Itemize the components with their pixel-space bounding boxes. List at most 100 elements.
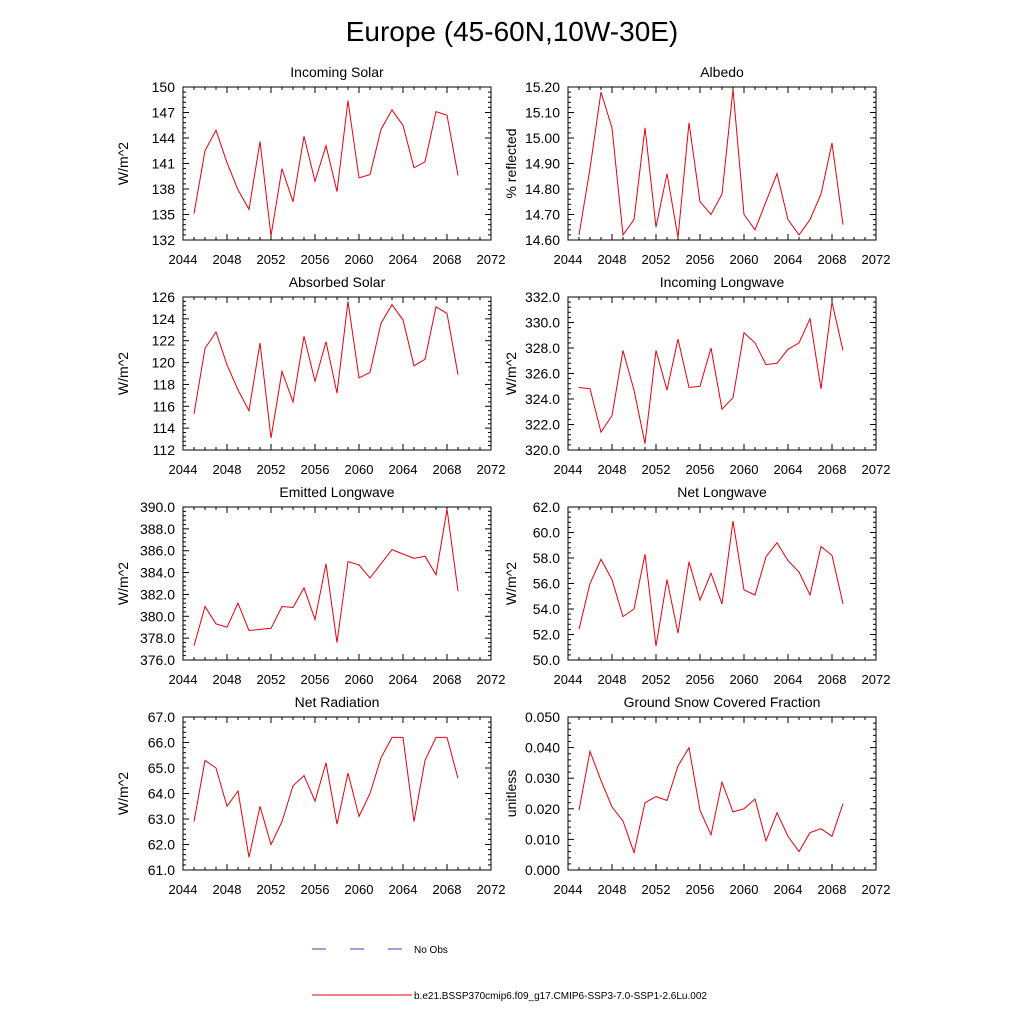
x-tick-label: 2072 (862, 252, 891, 267)
x-tick-label: 2072 (477, 672, 506, 687)
y-tick-label: 58.0 (533, 550, 560, 566)
x-tick-label: 2052 (257, 882, 286, 897)
x-tick-label: 2048 (213, 672, 242, 687)
x-tick-label: 2068 (818, 882, 847, 897)
y-axis-label: W/m^2 (115, 562, 131, 605)
x-tick-label: 2060 (730, 882, 759, 897)
series-line (578, 746, 844, 855)
panel-6: Net Radiation W/m^2 2044 2048 2052 2056 2060 20… (115, 694, 505, 897)
x-tick-label: 2068 (818, 462, 847, 477)
y-axis-label: W/m^2 (503, 352, 519, 395)
x-tick-label: 2044 (554, 252, 583, 267)
series-line (193, 301, 459, 439)
x-tick-label: 2072 (477, 252, 506, 267)
x-tick-label: 2048 (598, 672, 627, 687)
x-tick-label: 2044 (554, 882, 583, 897)
y-tick-label: 320.0 (525, 442, 560, 458)
y-tick-label: 120 (152, 355, 176, 371)
x-tick-label: 2072 (477, 882, 506, 897)
x-tick-label: 2052 (642, 882, 671, 897)
y-tick-label: 122 (152, 333, 176, 349)
y-tick-label: 63.0 (148, 811, 175, 827)
y-tick-label: 66.0 (148, 735, 175, 751)
x-tick-label: 2060 (345, 252, 374, 267)
legend: No Obs b.e21.BSSP370cmip6.f09_g17.CMIP6-… (312, 945, 707, 1002)
x-tick-label: 2048 (213, 882, 242, 897)
legend-model-label: b.e21.BSSP370cmip6.f09_g17.CMIP6-SSP3-7.… (414, 991, 707, 1002)
y-axis-label: W/m^2 (115, 352, 131, 395)
x-tick-label: 2064 (774, 882, 803, 897)
x-tick-label: 2064 (389, 882, 418, 897)
y-axis-label: W/m^2 (115, 142, 131, 185)
panels-group: Incoming Solar W/m^2 2044 2048 2052 2056 2060 2… (115, 64, 890, 897)
x-tick-label: 2072 (477, 462, 506, 477)
x-tick-label: 2056 (301, 462, 330, 477)
y-tick-label: 390.0 (140, 499, 175, 515)
series-line (193, 736, 459, 858)
y-tick-label: 332.0 (525, 289, 560, 305)
y-tick-label: 62.0 (148, 837, 175, 853)
y-tick-label: 116 (153, 398, 176, 414)
x-tick-label: 2068 (433, 462, 462, 477)
x-tick-label: 2060 (345, 882, 374, 897)
x-tick-label: 2056 (686, 882, 715, 897)
y-tick-label: 144 (152, 130, 176, 146)
y-tick-label: 15.00 (525, 130, 560, 146)
x-tick-label: 2064 (774, 462, 803, 477)
x-tick-label: 2044 (554, 462, 583, 477)
y-tick-label: 386.0 (140, 543, 175, 559)
x-tick-label: 2060 (730, 672, 759, 687)
y-tick-label: 0.020 (525, 801, 560, 817)
x-tick-label: 2060 (345, 672, 374, 687)
plot-frame (567, 86, 877, 241)
panel-1: Albedo % reflected 2044 2048 2052 2056 2060 206… (503, 64, 890, 267)
x-tick-label: 2068 (433, 882, 462, 897)
plot-frame (182, 506, 492, 661)
x-tick-label: 2056 (301, 882, 330, 897)
x-tick-label: 2052 (642, 672, 671, 687)
series-line (578, 89, 844, 238)
panel-title: Net Radiation (295, 694, 380, 710)
y-tick-label: 0.000 (525, 862, 560, 878)
x-tick-label: 2060 (730, 252, 759, 267)
x-tick-label: 2056 (686, 462, 715, 477)
x-tick-label: 2048 (598, 252, 627, 267)
y-tick-label: 135 (152, 207, 176, 223)
panel-title: Albedo (700, 64, 744, 80)
y-axis-label: unitless (503, 770, 519, 817)
y-tick-label: 0.030 (525, 770, 560, 786)
plot-frame (182, 716, 492, 871)
x-tick-label: 2064 (389, 672, 418, 687)
panel-0: Incoming Solar W/m^2 2044 2048 2052 2056 2060 2… (115, 64, 505, 267)
x-tick-label: 2068 (818, 252, 847, 267)
y-tick-label: 114 (153, 420, 176, 436)
panel-2: Absorbed Solar W/m^2 2044 2048 2052 2056 2060 2… (115, 274, 505, 477)
x-tick-label: 2072 (862, 882, 891, 897)
y-tick-label: 384.0 (140, 565, 175, 581)
x-tick-label: 2044 (554, 672, 583, 687)
y-axis-label: W/m^2 (503, 562, 519, 605)
plot-frame (182, 86, 492, 241)
y-tick-label: 147 (152, 105, 176, 121)
x-tick-label: 2052 (257, 672, 286, 687)
y-tick-label: 0.040 (525, 740, 560, 756)
y-tick-label: 0.050 (525, 709, 560, 725)
y-tick-label: 60.0 (533, 525, 560, 541)
x-tick-label: 2044 (169, 882, 198, 897)
x-tick-label: 2056 (301, 252, 330, 267)
y-axis-label: W/m^2 (115, 772, 131, 815)
x-tick-label: 2052 (642, 252, 671, 267)
x-tick-label: 2048 (213, 462, 242, 477)
x-tick-label: 2048 (598, 882, 627, 897)
x-tick-label: 2068 (433, 252, 462, 267)
panel-title: Net Longwave (677, 484, 767, 500)
panel-7: Ground Snow Covered Fraction unitless 2044… (503, 694, 890, 897)
y-tick-label: 54.0 (533, 601, 560, 617)
y-axis-label: % reflected (503, 128, 519, 198)
panel-title: Incoming Solar (290, 64, 384, 80)
x-tick-label: 2056 (301, 672, 330, 687)
y-tick-label: 388.0 (140, 521, 175, 537)
y-tick-label: 15.20 (525, 79, 560, 95)
y-tick-label: 62.0 (533, 499, 560, 515)
